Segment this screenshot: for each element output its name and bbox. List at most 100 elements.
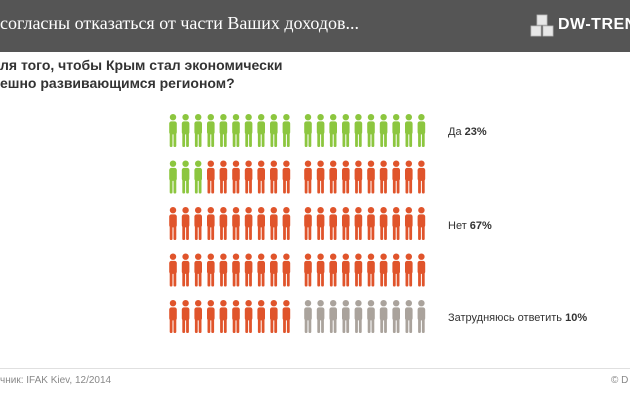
person-icon <box>207 300 215 333</box>
person-icon <box>169 253 177 287</box>
copyright-text: © D <box>611 375 629 386</box>
person-icon <box>181 253 190 287</box>
person-icon <box>181 207 190 240</box>
person-icon <box>232 160 240 194</box>
person-icon <box>270 207 278 240</box>
person-icon <box>392 160 400 194</box>
person-icon <box>379 114 388 147</box>
person-icon <box>219 160 228 194</box>
person-icon <box>244 253 253 287</box>
person-icon <box>316 207 325 240</box>
person-icon <box>417 253 426 287</box>
person-icon <box>219 253 228 287</box>
person-icon <box>219 207 228 240</box>
person-icon <box>181 300 190 333</box>
question-line: ля того, чтобы Крым стал экономически <box>0 57 283 73</box>
person-icon <box>194 300 202 333</box>
person-icon <box>329 160 337 194</box>
person-icon <box>244 160 253 194</box>
person-icon <box>169 160 177 194</box>
person-icon <box>342 160 350 194</box>
person-icon <box>367 160 375 194</box>
person-icon <box>169 207 177 240</box>
person-icon <box>367 114 375 147</box>
person-icon <box>417 207 426 240</box>
person-icon <box>392 114 400 147</box>
person-icon <box>232 253 240 287</box>
person-icon <box>194 114 202 147</box>
person-icon <box>207 114 215 147</box>
person-icon <box>181 160 190 194</box>
person-icon <box>244 114 253 147</box>
person-icon <box>367 207 375 240</box>
person-icon <box>169 114 177 147</box>
person-icon <box>342 253 350 287</box>
person-icon <box>194 253 202 287</box>
legend-undecided-label: Затрудняюсь ответить <box>448 312 563 324</box>
legend-no: Нет 67% <box>448 220 492 232</box>
legend-yes-label: Да <box>448 126 462 138</box>
person-icon <box>316 253 325 287</box>
person-icon <box>342 114 350 147</box>
person-icon <box>316 160 325 194</box>
question-text: ля того, чтобы Крым стал экономически еш… <box>0 56 330 92</box>
person-icon <box>405 114 413 147</box>
person-icon <box>244 207 253 240</box>
legend-yes: Да 23% <box>448 126 487 138</box>
person-icon <box>270 300 278 333</box>
person-icon <box>329 300 337 333</box>
person-icon <box>207 160 215 194</box>
person-icon <box>219 300 228 333</box>
person-icon <box>342 207 350 240</box>
person-icon <box>282 253 291 287</box>
person-icon <box>257 114 265 147</box>
person-icon <box>257 300 265 333</box>
pictogram-chart <box>169 114 426 333</box>
person-icon <box>354 300 363 333</box>
person-icon <box>392 253 400 287</box>
person-icon <box>304 300 312 333</box>
legend-no-value: 67% <box>469 220 492 232</box>
person-icon <box>316 300 325 333</box>
person-icon <box>417 160 426 194</box>
person-icon <box>270 253 278 287</box>
person-icon <box>282 160 291 194</box>
person-icon <box>329 253 337 287</box>
person-icon <box>405 300 413 333</box>
person-icon <box>257 207 265 240</box>
person-icon <box>417 114 426 147</box>
footer-divider <box>0 368 630 369</box>
legend-undecided: Затрудняюсь ответить 10% <box>448 312 587 324</box>
person-icon <box>194 160 202 194</box>
person-icon <box>316 114 325 147</box>
person-icon <box>232 114 240 147</box>
person-icon <box>270 160 278 194</box>
person-icon <box>194 207 202 240</box>
legend-no-label: Нет <box>448 220 467 232</box>
person-icon <box>329 114 337 147</box>
legend-yes-value: 23% <box>464 126 487 138</box>
source-text: чник: IFAK Kiev, 12/2014 <box>0 375 112 386</box>
person-icon <box>257 253 265 287</box>
person-icon <box>304 253 312 287</box>
person-icon <box>405 253 413 287</box>
infographic-card: согласны отказаться от части Ваших доход… <box>0 0 630 386</box>
person-icon <box>392 207 400 240</box>
person-icon <box>354 160 363 194</box>
person-icon <box>379 300 388 333</box>
person-icon <box>354 253 363 287</box>
header-bar: согласны отказаться от части Ваших доход… <box>0 0 630 52</box>
person-icon <box>282 207 291 240</box>
person-icon <box>257 160 265 194</box>
person-icon <box>354 114 363 147</box>
person-icon <box>282 114 291 147</box>
person-icon <box>405 207 413 240</box>
person-icon <box>329 207 337 240</box>
person-icon <box>270 114 278 147</box>
person-icon <box>219 114 228 147</box>
person-icon <box>181 114 190 147</box>
person-icon <box>304 160 312 194</box>
person-icon <box>282 300 291 333</box>
person-icon <box>207 253 215 287</box>
person-icon <box>379 160 388 194</box>
